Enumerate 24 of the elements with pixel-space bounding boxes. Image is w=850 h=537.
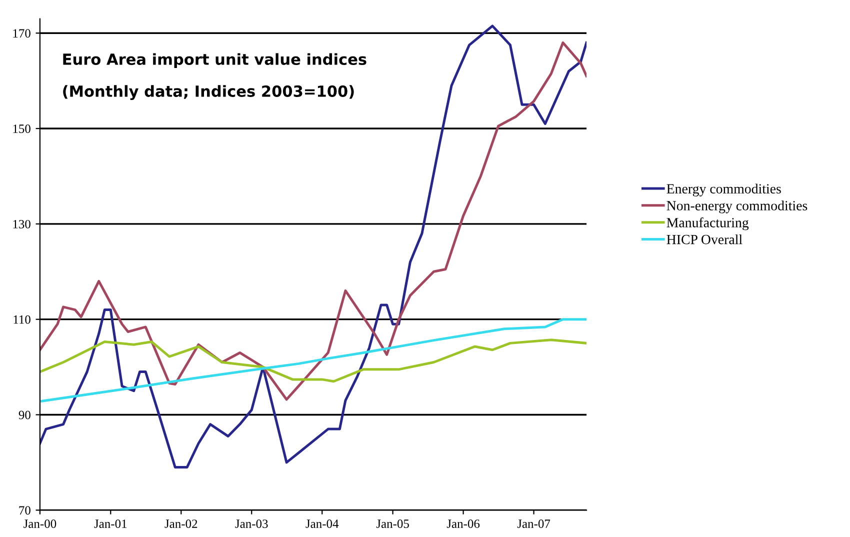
y-tick-label: 170	[13, 29, 30, 38]
line-series	[40, 318, 586, 403]
line-series	[40, 338, 586, 383]
x-tick-label: Jan-07	[517, 520, 550, 528]
x-tick-label: Jan-06	[446, 520, 480, 528]
y-tick-label: 110	[14, 315, 30, 324]
x-tick-label: Jan-05	[376, 520, 409, 528]
x-tick-label: Jan-01	[94, 520, 127, 528]
legend-label: Energy commodities	[666, 184, 781, 196]
legend-label: Manufacturing	[666, 217, 749, 230]
x-tick-label: Jan-00	[24, 520, 56, 528]
text: (Monthly data; Indices 2003=100)	[63, 85, 354, 100]
x-tick-label: Jan-02	[164, 520, 198, 528]
legend-label: HICP Overall	[666, 234, 742, 244]
line-series	[40, 41, 586, 401]
x-tick-label: Jan-04	[306, 520, 339, 528]
legend-label: Non-energy commodities	[666, 200, 808, 214]
y-tick-label: 90	[18, 410, 30, 420]
line-series	[40, 24, 586, 468]
y-tick-label: 130	[13, 220, 30, 228]
text: Euro Area import unit value indices	[63, 53, 366, 68]
y-tick-label: 150	[13, 124, 30, 133]
y-tick-label: 70	[19, 506, 30, 515]
x-tick-label: Jan-03	[235, 520, 268, 528]
